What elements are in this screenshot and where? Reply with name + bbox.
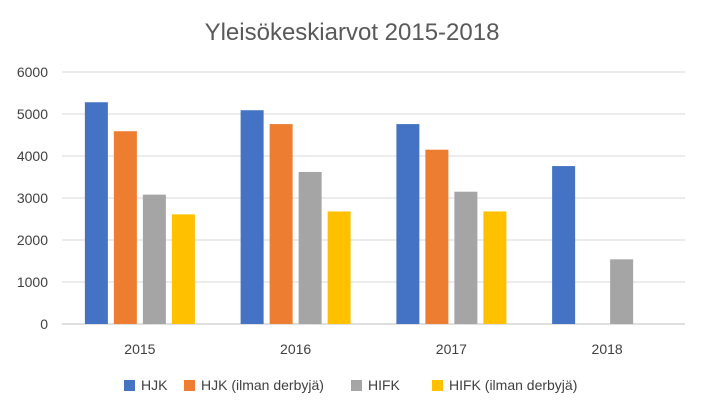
- bar-hifk-ilman-derbyj--2016: [327, 211, 351, 324]
- y-tick-label: 2000: [17, 232, 48, 248]
- bar-hjk-2016: [240, 110, 264, 324]
- y-tick-label: 1000: [17, 274, 48, 290]
- y-tick-label: 5000: [17, 106, 48, 122]
- bar-hifk-ilman-derbyj--2017: [483, 211, 507, 324]
- legend-label: HIFK: [368, 377, 401, 393]
- legend-swatch: [351, 380, 362, 391]
- legend-swatch: [124, 380, 135, 391]
- y-tick-label: 3000: [17, 190, 48, 206]
- chart-title: Yleisökeskiarvot 2015-2018: [205, 19, 500, 46]
- bar-hjk-ilman-derbyj--2016: [269, 124, 293, 324]
- bar-hjk-ilman-derbyj--2015: [113, 131, 137, 324]
- y-tick-label: 0: [40, 316, 48, 332]
- legend-label: HIFK (ilman derbyjä): [449, 377, 577, 393]
- y-tick-label: 4000: [17, 148, 48, 164]
- bar-hjk-ilman-derbyj--2017: [425, 149, 449, 324]
- bars: [84, 102, 634, 325]
- y-axis: 0 1000 2000 3000 4000 5000 6000: [17, 64, 48, 332]
- bar-hifk-2018: [610, 259, 634, 324]
- legend-label: HJK (ilman derbyjä): [201, 377, 324, 393]
- bar-hifk-2016: [298, 171, 322, 324]
- x-tick-label: 2017: [436, 341, 467, 357]
- legend-swatch: [184, 380, 195, 391]
- bar-hjk-2017: [396, 124, 420, 324]
- legend-label: HJK: [141, 377, 168, 393]
- x-tick-label: 2015: [124, 341, 155, 357]
- bar-hifk-2017: [454, 191, 478, 324]
- x-axis: 2015 2016 2017 2018: [124, 341, 623, 357]
- bar-hjk-2018: [552, 166, 576, 324]
- legend: HJK HJK (ilman derbyjä) HIFK HIFK (ilman de…: [124, 377, 577, 393]
- x-tick-label: 2016: [280, 341, 311, 357]
- y-tick-label: 6000: [17, 64, 48, 80]
- bar-hifk-2015: [142, 194, 166, 324]
- bar-hjk-2015: [84, 102, 108, 325]
- x-tick-label: 2018: [592, 341, 623, 357]
- legend-swatch: [432, 380, 443, 391]
- bar-hifk-ilman-derbyj--2015: [171, 214, 195, 324]
